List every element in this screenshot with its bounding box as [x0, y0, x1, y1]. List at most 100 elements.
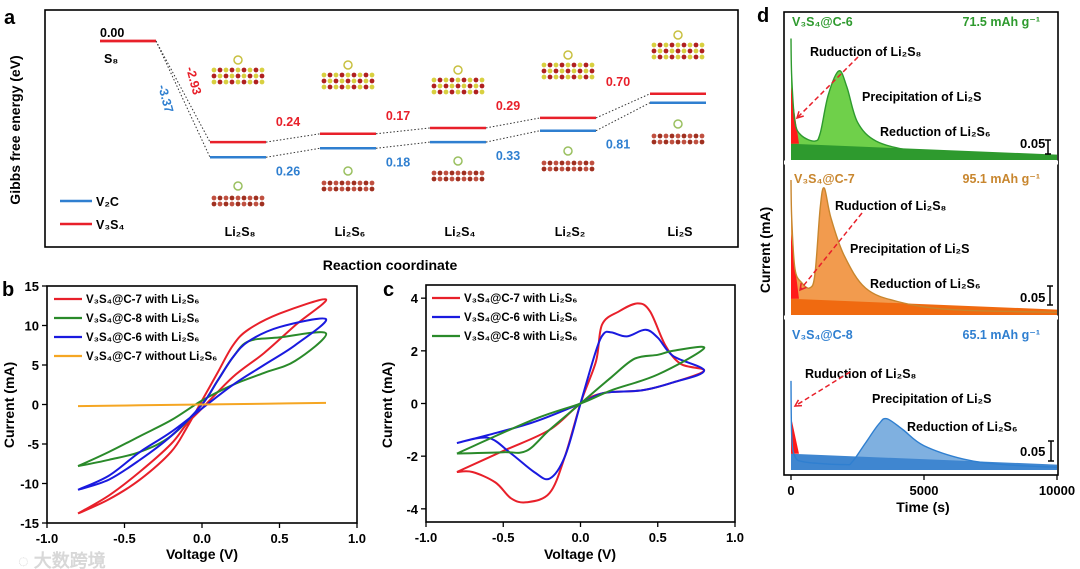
atom	[657, 139, 663, 145]
atom	[247, 67, 253, 73]
atom	[449, 176, 455, 182]
capacity-label: 71.5 mAh g⁻¹	[963, 15, 1040, 29]
atom	[479, 170, 485, 176]
atom	[577, 74, 583, 80]
atom	[443, 176, 449, 182]
atom	[369, 72, 375, 78]
atom	[253, 67, 259, 73]
x-tick-label: 1.0	[348, 531, 366, 546]
x-tick-label: 0.0	[571, 530, 589, 545]
atom	[333, 72, 339, 78]
annotation-reduction-li2s6: Reduction of Li₂S₆	[907, 420, 1018, 434]
y-tick-label: -10	[20, 477, 39, 492]
atom	[437, 170, 443, 176]
atom	[553, 166, 559, 172]
atom	[321, 84, 327, 90]
y-tick-label: 15	[25, 279, 39, 294]
legend-label: V₃S₄@C-6 with Li₂S₆	[86, 332, 200, 344]
precipitation-area	[791, 380, 1057, 470]
scale-bar-label: 0.05	[1020, 290, 1045, 305]
atom	[431, 170, 437, 176]
atom	[339, 180, 345, 186]
atom	[479, 77, 485, 83]
atom	[461, 89, 467, 95]
precipitation-area	[791, 180, 1057, 315]
legend-label: V₃S₄@C-7 with Li₂S₆	[86, 294, 200, 306]
atom	[565, 62, 571, 68]
scale-bar-label: 0.05	[1020, 444, 1045, 459]
step-label-v2c-0: -3.37	[155, 83, 176, 114]
atom	[571, 68, 577, 74]
x-tick-label: 10000	[1039, 483, 1075, 498]
polysulfide-molecule	[453, 156, 463, 166]
atom	[253, 73, 259, 79]
atom	[211, 73, 217, 79]
chronoamperometry-trace-0	[784, 38, 1058, 165]
energy-connector-v2c	[485, 130, 541, 143]
atom	[253, 201, 259, 207]
atom	[443, 89, 449, 95]
atom	[339, 78, 345, 84]
atom	[553, 160, 559, 166]
energy-connector-v3s4	[265, 133, 321, 143]
atom	[541, 166, 547, 172]
annotation-precipitation-li2s: Precipitation of Li₂S	[872, 392, 991, 406]
atom	[687, 54, 693, 60]
atom	[547, 160, 553, 166]
scale-bar-label: 0.05	[1020, 136, 1045, 151]
precipitation-area	[791, 38, 1057, 160]
y-tick-label: 0	[411, 397, 418, 412]
atom	[223, 195, 229, 201]
polysulfide-molecule	[673, 119, 683, 129]
energy-connector-v3s4	[595, 93, 651, 119]
atom	[449, 170, 455, 176]
atom	[571, 166, 577, 172]
atom	[675, 139, 681, 145]
atom	[559, 74, 565, 80]
atom	[357, 180, 363, 186]
atom	[357, 72, 363, 78]
atom	[467, 89, 473, 95]
atom	[333, 78, 339, 84]
atom	[351, 78, 357, 84]
atom	[693, 139, 699, 145]
atom	[357, 78, 363, 84]
atom	[663, 42, 669, 48]
atom	[651, 42, 657, 48]
atom	[223, 73, 229, 79]
polysulfide-molecule	[453, 65, 463, 75]
atom	[345, 78, 351, 84]
atom	[553, 74, 559, 80]
atom	[473, 176, 479, 182]
atom	[565, 74, 571, 80]
atom	[217, 67, 223, 73]
atom	[467, 170, 473, 176]
atom	[693, 54, 699, 60]
atom	[455, 176, 461, 182]
legend-label: V₃S₄@C-7 with Li₂S₆	[464, 293, 578, 305]
atom	[363, 78, 369, 84]
step-energy-label-v3s4: 0.24	[276, 115, 300, 129]
atom	[583, 62, 589, 68]
atom	[657, 42, 663, 48]
panel-b-ylabel: Current (mA)	[1, 362, 17, 448]
atom	[547, 74, 553, 80]
step-energy-label-v2c: 0.18	[386, 155, 410, 169]
atom	[693, 42, 699, 48]
atom	[449, 83, 455, 89]
atom	[675, 42, 681, 48]
panel-c-cv-chart: c Current (mA) Voltage (V) -1.0 -0.5 0.0 0.…	[379, 279, 744, 562]
v2c-adsorption-structure	[321, 180, 375, 192]
annotation-precipitation-li2s: Precipitation of Li₂S	[850, 242, 969, 256]
v3s4-adsorption-structure	[651, 42, 705, 60]
atom	[699, 48, 705, 54]
energy-connector-v3s4	[375, 127, 431, 135]
atom	[259, 201, 265, 207]
atom	[699, 42, 705, 48]
atom	[589, 166, 595, 172]
arrow-head	[793, 399, 803, 407]
atom	[479, 89, 485, 95]
atom	[437, 83, 443, 89]
atom	[333, 186, 339, 192]
atom	[669, 48, 675, 54]
